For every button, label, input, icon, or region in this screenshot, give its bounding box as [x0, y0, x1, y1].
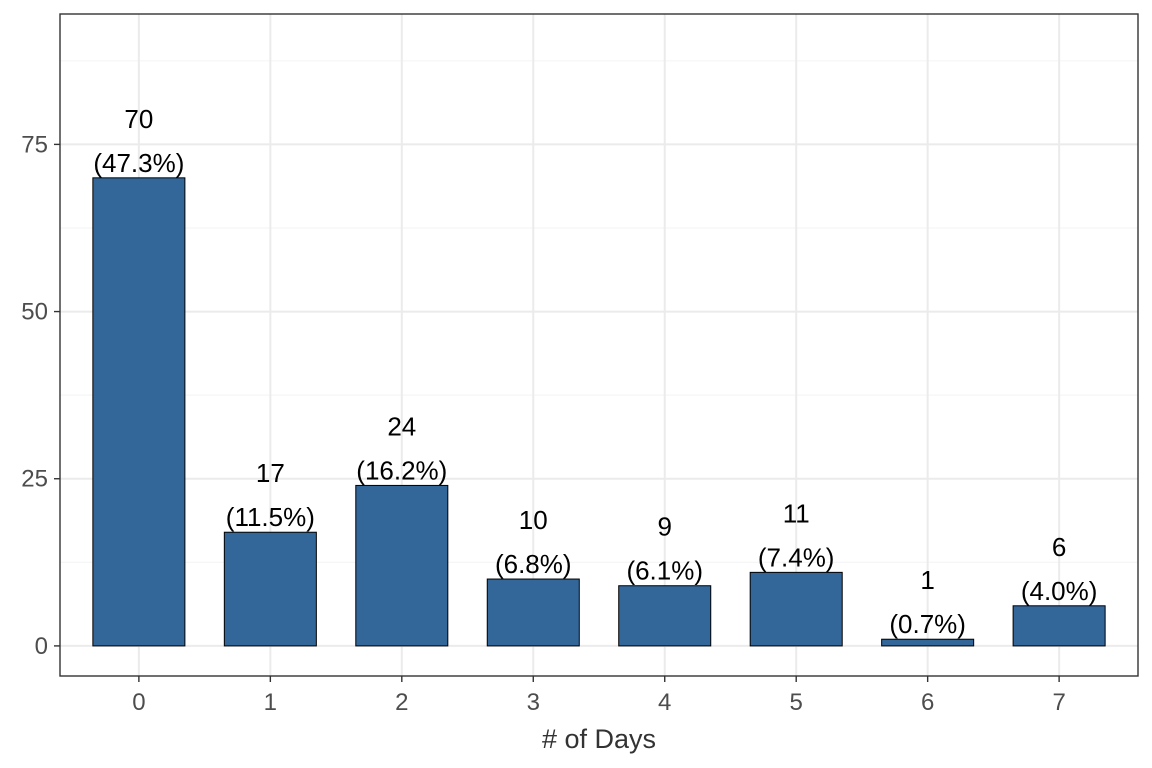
data-label-percent: (47.3%) [93, 148, 184, 178]
bar-6 [881, 638, 975, 647]
data-label-count: 17 [256, 458, 285, 488]
data-label-percent: (11.5%) [226, 502, 315, 532]
x-tick-label: 3 [527, 689, 540, 716]
panel-border [59, 13, 1139, 677]
bar-5 [749, 571, 843, 647]
data-label-percent: (4.0%) [1021, 576, 1098, 606]
bar-2 [355, 484, 449, 647]
x-tick-label: 5 [790, 689, 803, 716]
y-tick-label: 25 [21, 466, 48, 493]
data-label-count: 10 [519, 505, 548, 535]
data-label-percent: (16.2%) [356, 455, 447, 485]
bars [92, 177, 1106, 647]
data-label-count: 70 [124, 104, 153, 134]
data-label-percent: (7.4%) [758, 542, 835, 572]
x-axis: 0 1 2 3 4 5 6 7 [132, 676, 1066, 716]
data-label-percent: (6.1%) [626, 556, 703, 586]
data-label-count: 1 [920, 565, 934, 595]
data-label-count: 9 [657, 512, 671, 542]
data-label-count: 11 [783, 498, 810, 528]
x-axis-title: # of Days [542, 724, 656, 754]
x-tick-label: 1 [264, 689, 277, 716]
bar-4 [618, 585, 712, 647]
bar-3 [486, 578, 580, 647]
bar-7 [1012, 605, 1106, 647]
bar-0 [92, 177, 186, 647]
data-label-count: 6 [1052, 532, 1066, 562]
data-label-percent: (0.7%) [889, 609, 966, 639]
data-label-percent: (6.8%) [495, 549, 572, 579]
bar-1 [223, 531, 317, 647]
x-tick-label: 6 [921, 689, 934, 716]
y-tick-label: 75 [21, 131, 48, 158]
y-tick-label: 0 [35, 633, 48, 660]
x-tick-label: 4 [658, 689, 671, 716]
y-axis: 0 25 50 75 [21, 131, 60, 660]
x-tick-label: 0 [132, 689, 145, 716]
data-labels: 70 (47.3%) 17 (11.5%) 24 (16.2%) 10 (6.8%) 9 (6.1… [93, 104, 1097, 639]
x-tick-label: 2 [395, 689, 408, 716]
data-label-count: 24 [387, 411, 416, 441]
y-tick-label: 50 [21, 299, 48, 326]
x-tick-label: 7 [1052, 689, 1065, 716]
